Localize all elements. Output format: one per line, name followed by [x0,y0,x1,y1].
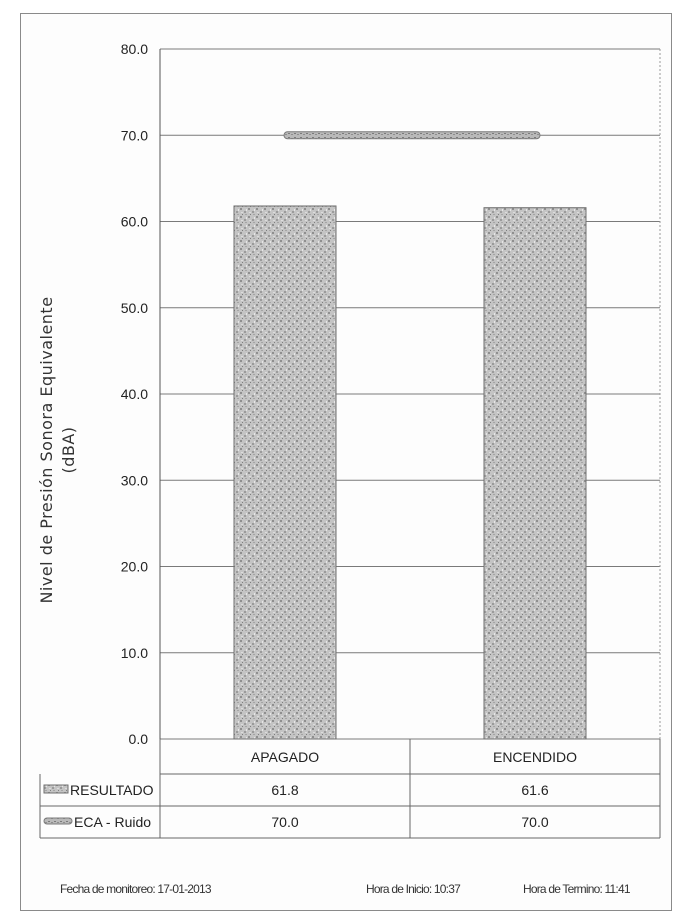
footer-hora-termino: Hora de Termino: 11:41 [523,882,631,896]
y-tick-label: 20.0 [121,559,148,575]
eca-ruido-line [283,131,541,140]
footer-fecha: Fecha de monitoreo: 17-01-2013 [60,882,212,896]
table-cell-value: 61.8 [271,782,298,798]
y-tick-label: 70.0 [121,127,148,143]
y-tick-label: 30.0 [121,472,148,488]
y-tick-label: 0.0 [129,731,149,747]
y-tick-label: 80.0 [121,41,148,57]
y-axis-title: Nivel de Presión Sonora Equivalente [37,296,56,603]
legend-key-eca [43,817,73,825]
y-tick-label: 60.0 [121,214,148,230]
table-row-label: RESULTADO [70,782,154,798]
x-category-label: ENCENDIDO [493,749,577,765]
table-row-label: ECA - Ruido [74,814,151,830]
legend-key-resultado [43,784,69,794]
table-cell-value: 70.0 [271,814,298,830]
bar-resultado [483,207,587,740]
table-cell-value: 70.0 [521,814,548,830]
y-tick-label: 50.0 [121,300,148,316]
footer-hora-inicio: Hora de Inicio: 10:37 [366,882,461,896]
y-tick-label: 40.0 [121,386,148,402]
x-category-label: APAGADO [251,749,319,765]
bar-resultado [233,205,337,740]
y-axis-title-unit: (dBA) [59,426,78,473]
table-cell-value: 61.6 [521,782,548,798]
y-tick-label: 10.0 [121,645,148,661]
